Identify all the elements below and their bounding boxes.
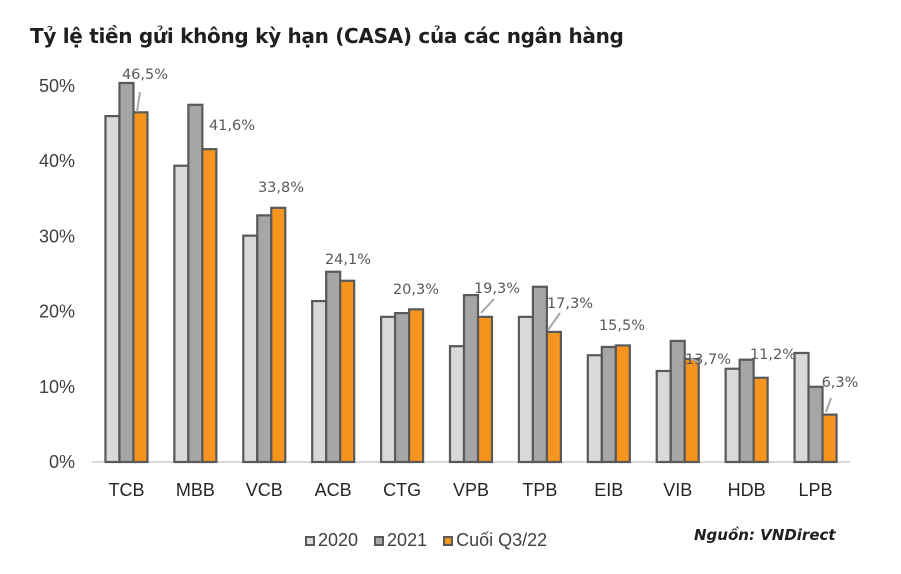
data-label: 24,1% bbox=[325, 252, 371, 268]
bar-hdb-2021 bbox=[738, 358, 755, 464]
bar-mbb-2021 bbox=[187, 103, 204, 464]
data-label: 17,3% bbox=[547, 296, 593, 312]
chart-title: Tỷ lệ tiền gửi không kỳ hạn (CASA) của c… bbox=[30, 24, 624, 48]
y-tick-label: 10% bbox=[39, 377, 75, 397]
leader-line bbox=[480, 298, 495, 314]
source-note: Nguồn: VNDirect bbox=[694, 526, 836, 544]
legend-label: 2020 bbox=[318, 530, 359, 550]
legend-label: 2021 bbox=[387, 530, 428, 550]
legend: 2020 2021 Cuối Q3/22 bbox=[305, 530, 563, 551]
x-tick-label: VPB bbox=[453, 480, 489, 500]
y-tick-label: 30% bbox=[39, 226, 75, 246]
data-label: 41,6% bbox=[209, 118, 255, 134]
x-tick-label: LPB bbox=[799, 480, 833, 500]
x-tick-label: VIB bbox=[663, 480, 692, 500]
leader-line bbox=[825, 397, 832, 413]
x-tick-label: TCB bbox=[108, 480, 144, 500]
bar-tcb-2020 bbox=[104, 114, 121, 464]
bar-tpb-2021 bbox=[531, 285, 549, 464]
bar-mbb-cuiq322 bbox=[201, 148, 218, 464]
data-label: 6,3% bbox=[822, 375, 859, 391]
x-tick-label: MBB bbox=[176, 480, 215, 500]
y-tick-label: 0% bbox=[49, 452, 75, 472]
data-label: 11,2% bbox=[750, 347, 796, 363]
bar-vpb-2020 bbox=[448, 345, 466, 464]
bar-acb-2021 bbox=[325, 270, 342, 464]
bar-vib-cuiq322 bbox=[683, 357, 700, 464]
data-label: 20,3% bbox=[393, 282, 439, 298]
bar-tpb-2020 bbox=[517, 315, 535, 464]
bar-lpb-2021 bbox=[807, 385, 824, 464]
legend-item-q3-22: Cuối Q3/22 bbox=[443, 530, 547, 551]
bar-tpb-cuiq322 bbox=[545, 330, 563, 464]
data-label: 46,5% bbox=[122, 67, 168, 83]
legend-item-2020: 2020 bbox=[305, 530, 358, 551]
bar-hdb-cuiq322 bbox=[752, 376, 769, 464]
y-tick-label: 50% bbox=[39, 76, 75, 96]
data-label: 15,5% bbox=[599, 318, 645, 334]
bar-ctg-2021 bbox=[393, 312, 411, 464]
bar-acb-cuiq322 bbox=[339, 279, 356, 464]
data-label: 19,3% bbox=[474, 281, 520, 297]
bar-eib-2020 bbox=[586, 354, 603, 464]
legend-swatch-2021 bbox=[374, 535, 385, 546]
bar-lpb-cuiq322 bbox=[821, 413, 838, 464]
legend-item-2021: 2021 bbox=[374, 530, 427, 551]
y-tick-label: 20% bbox=[39, 302, 75, 322]
bar-vcb-2020 bbox=[242, 234, 259, 464]
x-tick-label: VCB bbox=[246, 480, 283, 500]
bar-hdb-2020 bbox=[724, 367, 741, 464]
bar-lpb-2020 bbox=[793, 351, 810, 464]
y-tick-label: 40% bbox=[39, 151, 75, 171]
bar-vcb-cuiq322 bbox=[270, 206, 287, 464]
x-tick-label: HDB bbox=[728, 480, 766, 500]
bar-acb-2020 bbox=[311, 299, 328, 464]
bar-mbb-2020 bbox=[173, 164, 190, 464]
x-tick-label: ACB bbox=[315, 480, 352, 500]
data-label: 13,7% bbox=[685, 352, 731, 368]
bar-tcb-2021 bbox=[118, 81, 135, 464]
bar-vib-2020 bbox=[655, 369, 672, 464]
leader-line bbox=[547, 312, 561, 331]
bar-eib-2021 bbox=[600, 345, 617, 464]
leader-line bbox=[136, 91, 141, 113]
bar-vpb-cuiq322 bbox=[476, 315, 494, 464]
bar-tcb-cuiq322 bbox=[132, 111, 149, 464]
bar-ctg-cuiq322 bbox=[407, 308, 425, 464]
legend-swatch-q3-22 bbox=[443, 535, 454, 546]
bar-vcb-2021 bbox=[256, 214, 273, 464]
x-tick-label: EIB bbox=[594, 480, 623, 500]
x-tick-label: CTG bbox=[383, 480, 421, 500]
legend-label: Cuối Q3/22 bbox=[456, 530, 548, 550]
data-label: 33,8% bbox=[258, 180, 304, 196]
bar-ctg-2020 bbox=[379, 315, 397, 464]
x-tick-label: TPB bbox=[522, 480, 557, 500]
bar-eib-cuiq322 bbox=[614, 344, 631, 464]
bar-vpb-2021 bbox=[462, 293, 480, 464]
legend-swatch-2020 bbox=[305, 535, 315, 546]
bar-vib-2021 bbox=[669, 339, 686, 464]
leader-line bbox=[689, 357, 701, 364]
